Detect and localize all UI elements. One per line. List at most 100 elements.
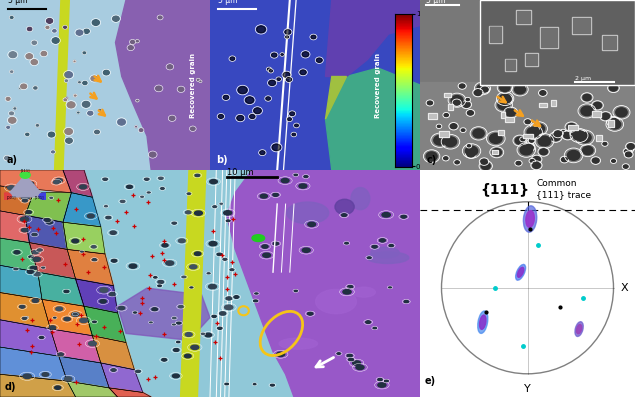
Circle shape	[190, 127, 195, 131]
Circle shape	[389, 245, 394, 247]
Circle shape	[267, 67, 271, 71]
Bar	[501, 112, 505, 118]
Circle shape	[190, 287, 193, 288]
Circle shape	[185, 211, 191, 214]
Circle shape	[205, 333, 211, 337]
Circle shape	[178, 87, 184, 92]
Circle shape	[481, 162, 490, 170]
Circle shape	[561, 130, 565, 133]
Circle shape	[150, 322, 152, 323]
Circle shape	[540, 149, 547, 155]
Circle shape	[389, 287, 391, 288]
Circle shape	[46, 18, 53, 23]
Circle shape	[271, 384, 274, 386]
Circle shape	[234, 296, 239, 299]
Circle shape	[273, 242, 279, 245]
Circle shape	[380, 239, 385, 242]
Circle shape	[269, 69, 273, 73]
Circle shape	[498, 100, 509, 110]
Circle shape	[79, 185, 86, 189]
Circle shape	[34, 87, 37, 89]
Circle shape	[91, 76, 97, 81]
Circle shape	[91, 246, 96, 248]
Circle shape	[81, 251, 83, 252]
Bar	[505, 118, 514, 122]
Bar	[572, 17, 591, 34]
Circle shape	[26, 182, 34, 186]
Ellipse shape	[335, 199, 354, 214]
Circle shape	[65, 79, 68, 82]
Circle shape	[79, 318, 88, 323]
Circle shape	[147, 192, 150, 193]
Bar	[526, 54, 537, 66]
Bar	[480, 0, 635, 85]
Circle shape	[209, 241, 217, 246]
Circle shape	[22, 317, 27, 320]
Circle shape	[158, 280, 164, 283]
Circle shape	[167, 65, 173, 69]
Circle shape	[136, 100, 138, 102]
Circle shape	[290, 112, 295, 116]
Circle shape	[184, 354, 191, 358]
Bar	[420, 82, 635, 170]
Circle shape	[378, 383, 386, 387]
Bar	[603, 36, 616, 49]
Circle shape	[260, 150, 265, 155]
Circle shape	[92, 20, 99, 25]
Circle shape	[32, 193, 39, 196]
Circle shape	[404, 301, 408, 303]
Bar	[489, 25, 502, 42]
Text: 5 μm: 5 μm	[8, 0, 28, 5]
Circle shape	[55, 386, 61, 389]
Circle shape	[218, 114, 224, 119]
Ellipse shape	[478, 311, 488, 333]
Bar	[523, 134, 533, 138]
Circle shape	[481, 159, 487, 164]
Circle shape	[223, 258, 227, 260]
Polygon shape	[326, 77, 347, 119]
Circle shape	[83, 81, 87, 85]
Circle shape	[158, 16, 163, 19]
Circle shape	[87, 214, 94, 218]
Ellipse shape	[575, 322, 583, 336]
Bar	[427, 113, 438, 119]
Circle shape	[10, 112, 13, 115]
Circle shape	[534, 127, 538, 130]
Circle shape	[578, 133, 591, 143]
Circle shape	[64, 317, 70, 321]
Circle shape	[426, 152, 437, 161]
Circle shape	[583, 94, 591, 101]
Circle shape	[152, 308, 157, 311]
Circle shape	[526, 142, 532, 147]
Circle shape	[577, 131, 584, 137]
Circle shape	[118, 306, 124, 310]
Circle shape	[422, 183, 632, 393]
Circle shape	[373, 327, 377, 329]
Circle shape	[83, 101, 90, 107]
Circle shape	[133, 312, 137, 313]
Polygon shape	[59, 356, 109, 388]
Circle shape	[22, 228, 28, 232]
Circle shape	[53, 317, 56, 318]
Circle shape	[177, 322, 181, 324]
Circle shape	[33, 187, 36, 188]
Circle shape	[444, 137, 457, 146]
Circle shape	[58, 353, 64, 356]
Circle shape	[287, 117, 291, 121]
Polygon shape	[0, 186, 34, 216]
Circle shape	[210, 179, 217, 184]
Bar	[516, 10, 531, 24]
Circle shape	[378, 378, 382, 381]
Circle shape	[20, 217, 29, 222]
Ellipse shape	[523, 206, 537, 232]
Circle shape	[177, 341, 180, 343]
Circle shape	[32, 299, 39, 303]
Circle shape	[173, 324, 175, 325]
Text: Y: Y	[524, 384, 531, 394]
Polygon shape	[0, 347, 67, 381]
Text: 10 μm: 10 μm	[227, 168, 253, 177]
Circle shape	[55, 179, 62, 182]
Circle shape	[27, 270, 33, 274]
Circle shape	[271, 53, 277, 58]
Bar	[448, 104, 453, 110]
